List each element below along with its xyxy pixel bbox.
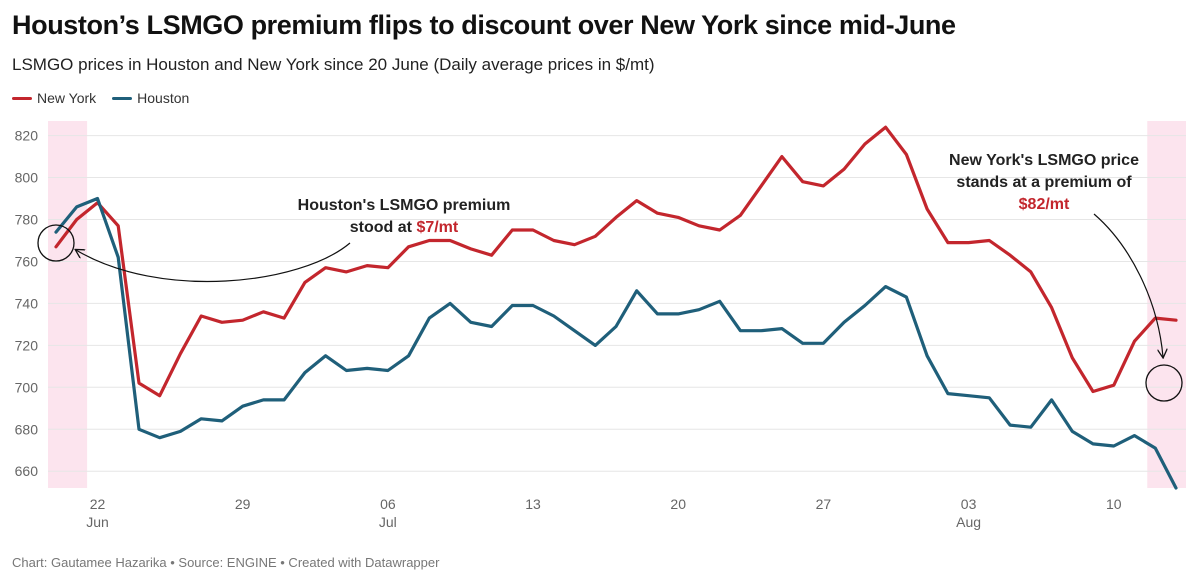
legend-item-new-york: New York xyxy=(12,90,96,106)
legend-label-new-york: New York xyxy=(37,90,97,106)
annotation-new-york-line-1: New York's LSMGO price xyxy=(949,152,1139,169)
y-tick-label-780: 780 xyxy=(15,211,39,227)
y-tick-label-660: 660 xyxy=(15,463,39,479)
legend-swatch-new-york xyxy=(12,96,32,100)
legend: New York Houston xyxy=(12,90,189,106)
chart-subtitle: LSMGO prices in Houston and New York sin… xyxy=(12,55,655,74)
chart-title: Houston’s LSMGO premium flips to discoun… xyxy=(12,10,956,40)
x-tick-month-2: Jul xyxy=(379,514,397,530)
y-tick-label-740: 740 xyxy=(15,295,39,311)
y-tick-label-820: 820 xyxy=(15,128,39,144)
legend-item-houston: Houston xyxy=(112,90,189,106)
annotation-new-york-line-3: $82/mt xyxy=(1019,196,1070,213)
series-line-new-york xyxy=(54,125,1178,398)
chart-footer: Chart: Gautamee Hazarika • Source: ENGIN… xyxy=(12,555,440,570)
legend-label-houston: Houston xyxy=(137,90,190,106)
x-tick-month-0: Jun xyxy=(86,514,109,530)
y-tick-label-700: 700 xyxy=(15,379,39,395)
y-tick-label-720: 720 xyxy=(15,337,39,353)
x-tick-label-4: 20 xyxy=(670,496,686,512)
x-tick-label-5: 27 xyxy=(816,496,832,512)
series-line-houston xyxy=(54,196,1178,490)
highlight-band-0 xyxy=(48,121,88,488)
annotation-circle-end xyxy=(1145,364,1183,402)
x-tick-label-3: 13 xyxy=(525,496,541,512)
x-tick-label-6: 03 xyxy=(961,496,977,512)
annotation-new-york-line-2: stands at a premium of xyxy=(956,174,1132,191)
annotation-houston-line-1: Houston's LSMGO premium xyxy=(298,197,511,214)
x-tick-label-0: 22 xyxy=(90,496,106,512)
highlight-band-1 xyxy=(1147,121,1186,488)
y-tick-label-760: 760 xyxy=(15,253,39,269)
y-tick-label-680: 680 xyxy=(15,421,39,437)
annotation-arrow-new-york xyxy=(1093,213,1163,357)
x-tick-label-1: 29 xyxy=(235,496,251,512)
annotation-arrow-houston xyxy=(76,242,351,283)
legend-swatch-houston xyxy=(112,96,133,100)
x-tick-month-6: Aug xyxy=(956,514,981,530)
x-tick-label-2: 06 xyxy=(380,496,396,512)
annotation-circle-start xyxy=(37,224,75,262)
y-tick-label-800: 800 xyxy=(15,170,39,186)
x-tick-label-7: 10 xyxy=(1106,496,1122,512)
annotation-houston-line-2: stood at $7/mt xyxy=(350,219,459,236)
